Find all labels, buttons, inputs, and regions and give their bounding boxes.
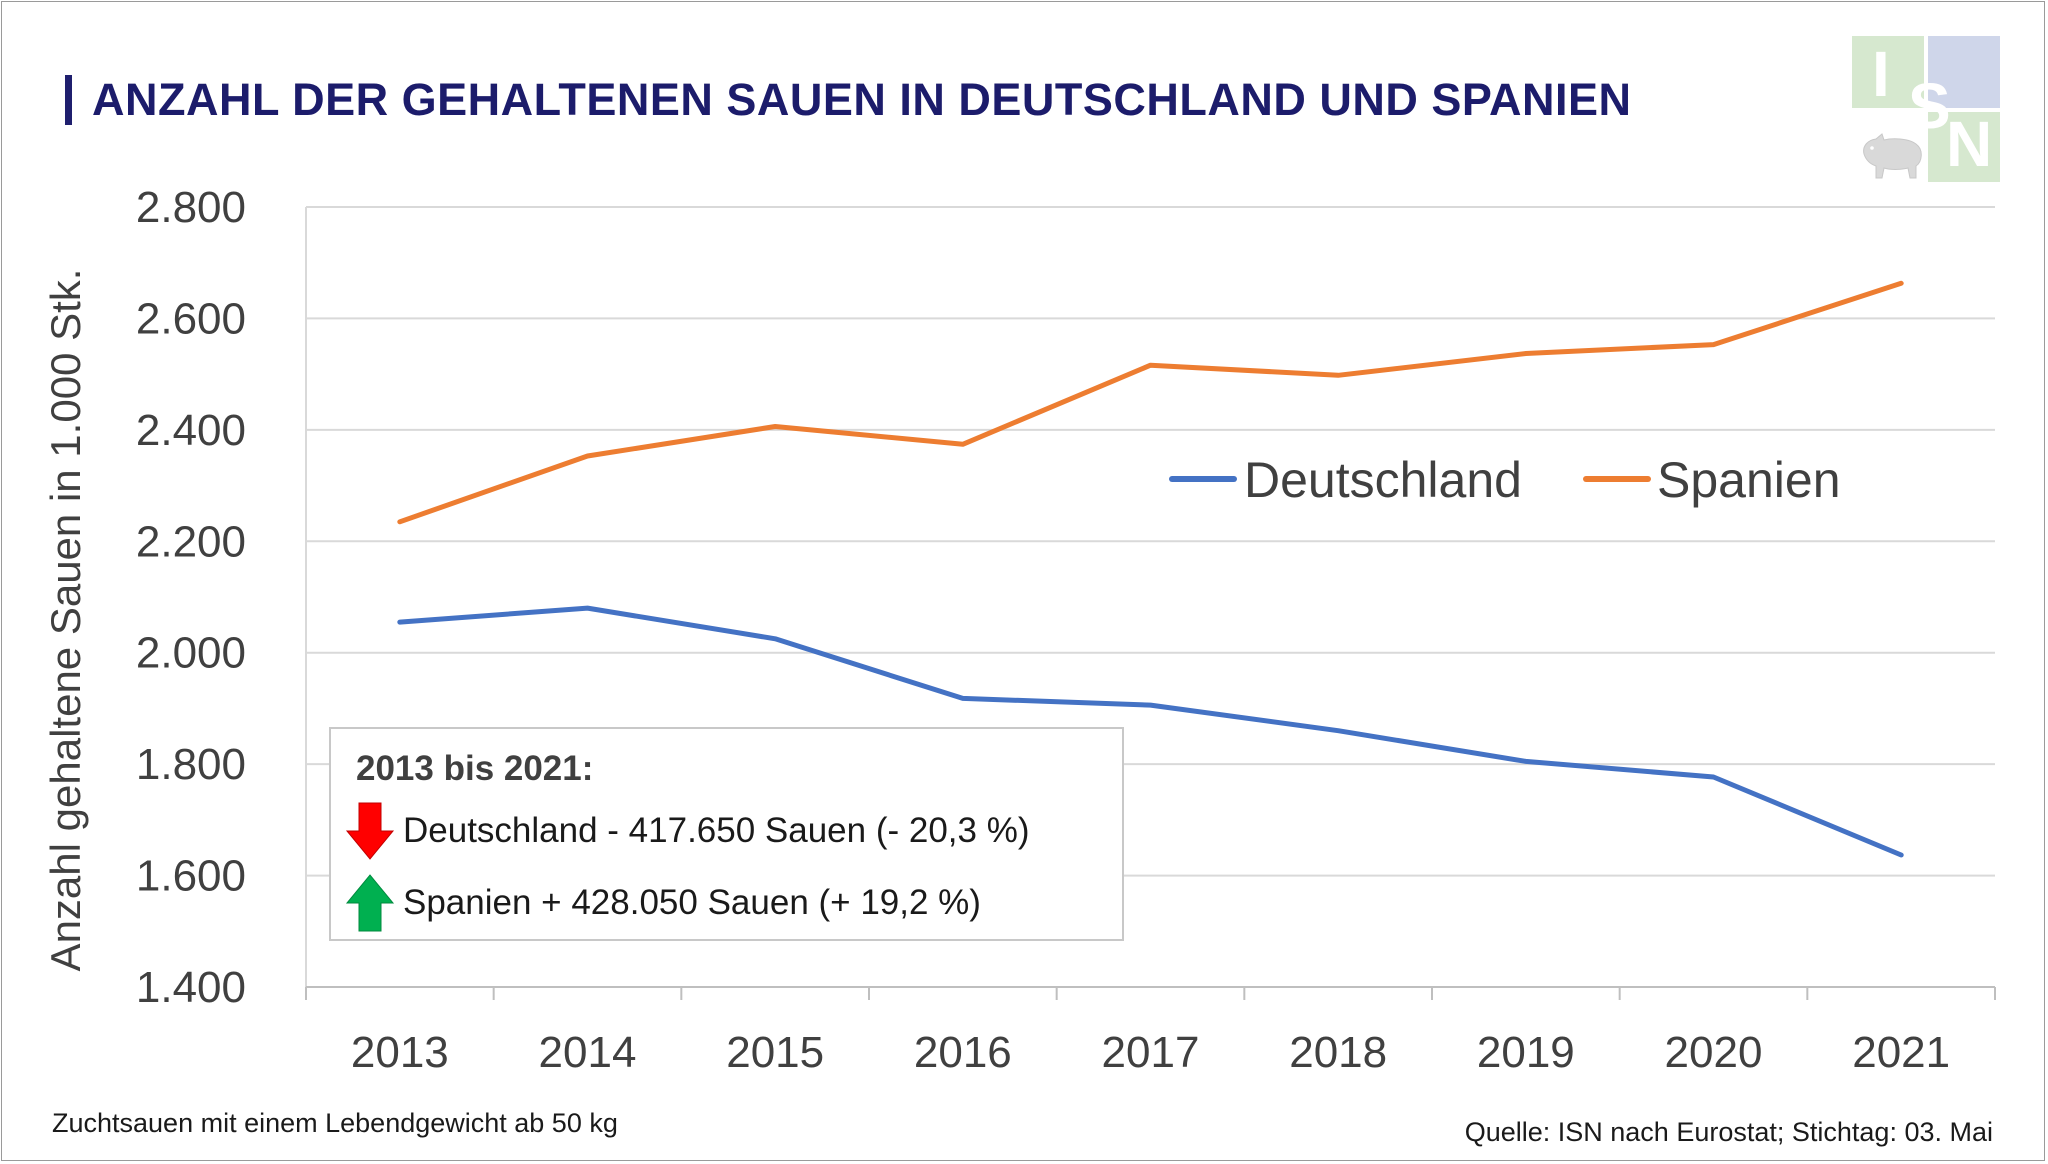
legend: Deutschland Spanien (1169, 452, 1841, 508)
summary-text: Deutschland - 417.650 Sauen (- 20,3 %) (403, 811, 1030, 850)
logo-tile (1852, 36, 1924, 108)
legend-label: Deutschland (1244, 452, 1522, 508)
summary-heading: 2013 bis 2021: (356, 749, 594, 788)
y-tick-label: 2.400 (136, 406, 246, 455)
y-axis-ticks: 2.800 2.600 2.400 2.200 2.000 1.800 1.600 1.400 (136, 183, 246, 1012)
y-tick-label: 2.200 (136, 517, 246, 566)
x-tick-label: 2019 (1477, 1028, 1575, 1077)
logo-tile (1928, 36, 2000, 108)
summary-text: Spanien + 428.050 Sauen (+ 19,2 %) (403, 883, 981, 922)
y-tick-label: 2.600 (136, 294, 246, 343)
arrow-up-icon (345, 874, 395, 932)
y-tick-label: 2.800 (136, 183, 246, 232)
chart-title: ANZAHL DER GEHALTENEN SAUEN IN DEUTSCHLA… (92, 74, 1632, 125)
x-tick-label: 2020 (1665, 1028, 1763, 1077)
y-tick-label: 1.600 (136, 852, 246, 901)
x-axis-ticks: 2013 2014 2015 2016 2017 2018 2019 2020 2021 (351, 1028, 1950, 1077)
x-tick-label: 2016 (914, 1028, 1012, 1077)
y-tick-label: 1.400 (136, 963, 246, 1012)
pig-icon (1863, 133, 1922, 179)
y-tick-label: 1.800 (136, 740, 246, 789)
x-tick-label: 2014 (539, 1028, 637, 1077)
x-tick-label: 2018 (1289, 1028, 1387, 1077)
logo-letter: N (1946, 108, 1993, 180)
arrow-down-icon (345, 802, 395, 860)
legend-label: Spanien (1657, 452, 1841, 508)
x-tick-label: 2017 (1102, 1028, 1200, 1077)
footnote: Zuchtsauen mit einem Lebendgewicht ab 50… (52, 1108, 618, 1138)
y-tick-label: 2.000 (136, 629, 246, 678)
x-tick-label: 2021 (1852, 1028, 1950, 1077)
x-tick-label: 2015 (726, 1028, 824, 1077)
logo-letter: I (1872, 38, 1890, 110)
summary-box: 2013 bis 2021: Deutschland - 417.650 Sau… (329, 727, 1124, 941)
y-axis-title: Anzahl gehaltene Sauen in 1.000 Stk. (42, 269, 89, 972)
summary-row-deutschland: Deutschland - 417.650 Sauen (- 20,3 %) (345, 801, 1030, 861)
source-note: Quelle: ISN nach Eurostat; Stichtag: 03.… (1464, 1117, 1993, 1147)
title-accent-bar (65, 75, 72, 125)
axes (305, 207, 1996, 1000)
x-tick-label: 2013 (351, 1028, 449, 1077)
series-lines (397, 280, 1904, 858)
summary-row-spanien: Spanien + 428.050 Sauen (+ 19,2 %) (345, 873, 981, 933)
isn-logo: I S N (1852, 36, 2000, 182)
title-block: ANZAHL DER GEHALTENEN SAUEN IN DEUTSCHLA… (65, 72, 1632, 128)
logo-tile (1928, 112, 2000, 182)
logo-letter: S (1908, 70, 1951, 142)
